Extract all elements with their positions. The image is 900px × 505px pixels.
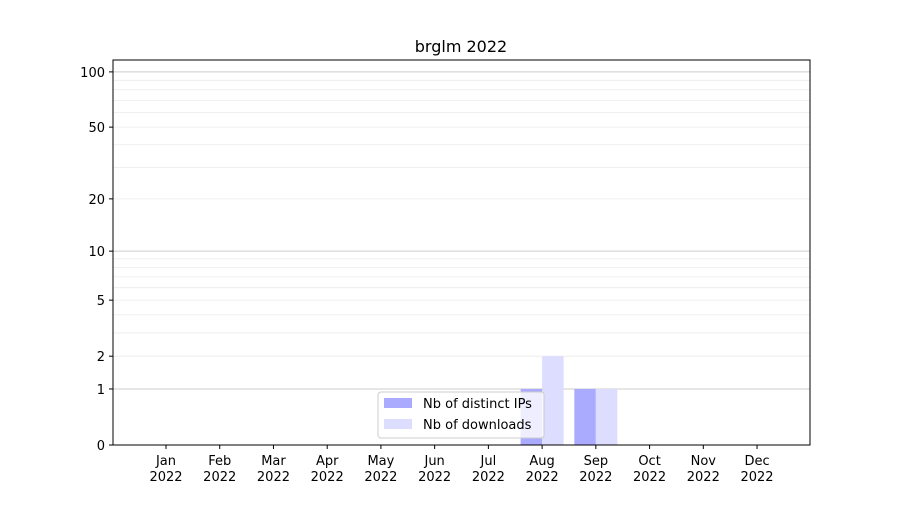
- y-tick-label: 1: [97, 383, 105, 398]
- x-tick-label: Jan 2022: [149, 454, 182, 485]
- y-tick-label: 0: [97, 439, 105, 454]
- legend-swatch: [384, 419, 412, 429]
- x-tick-label: Mar 2022: [257, 454, 290, 485]
- y-tick-label: 20: [88, 193, 105, 208]
- x-tick-label: May 2022: [364, 454, 397, 485]
- chart-title: brglm 2022: [415, 37, 507, 56]
- x-tick-label: Apr 2022: [311, 454, 344, 485]
- x-tick-label: Feb 2022: [203, 454, 236, 485]
- legend-label: Nb of distinct IPs: [423, 397, 532, 412]
- x-tick-label: Aug 2022: [526, 454, 559, 485]
- y-tick-label: 2: [97, 350, 105, 365]
- bar-distinct-ips: [574, 388, 596, 445]
- legend: Nb of distinct IPs Nb of downloads: [377, 391, 545, 439]
- gridlines: [113, 71, 810, 390]
- bar-downloads: [595, 388, 618, 445]
- x-tick-label: Nov 2022: [687, 454, 720, 485]
- y-tick-label: 5: [97, 294, 105, 309]
- x-tick-label: Oct 2022: [633, 454, 666, 485]
- y-tick-label: 100: [80, 66, 105, 81]
- y-tick-label: 50: [88, 121, 105, 136]
- y-tick-label: 10: [88, 245, 105, 260]
- x-tick-label: Jun 2022: [418, 454, 451, 485]
- x-tick-label: Jul 2022: [472, 454, 505, 485]
- plot-frame: [112, 59, 811, 446]
- x-tick-label: Dec 2022: [740, 454, 773, 485]
- axes: 0 1 2 5 10 20 50 100 Jan 2022 Feb 2022 Mar 2022 Apr 202…: [80, 59, 811, 485]
- legend-swatch: [384, 398, 412, 408]
- bar-downloads: [542, 356, 564, 445]
- legend-label: Nb of downloads: [423, 418, 532, 433]
- x-tick-label: Sep 2022: [579, 454, 612, 485]
- legend-box: [377, 391, 545, 439]
